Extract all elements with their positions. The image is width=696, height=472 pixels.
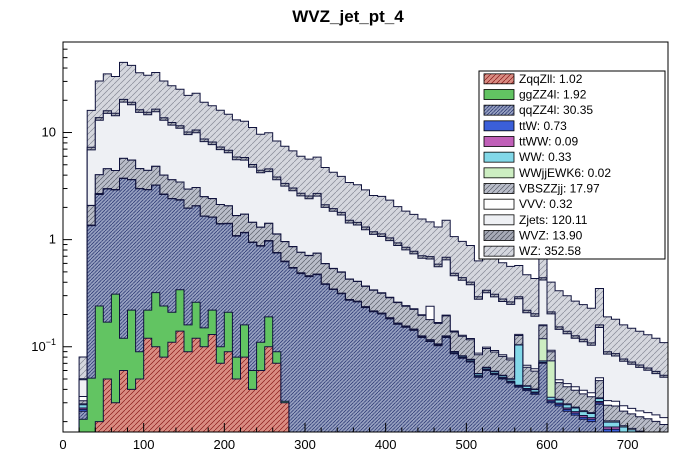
x-tick-label: 500 <box>455 437 477 452</box>
x-tick-label: 300 <box>294 437 316 452</box>
legend-label-ZqqZll: ZqqZll: 1.02 <box>519 72 583 86</box>
legend-swatch-VBSZZjj <box>483 183 515 194</box>
legend-swatch-ttW <box>483 120 515 132</box>
axis-labels: 0 100 200 300 400 500 600 700 10−1 1 10 <box>31 125 638 452</box>
legend-box <box>478 70 666 260</box>
x-tick-label: 0 <box>59 437 66 452</box>
x-tick-label: 200 <box>213 437 235 452</box>
x-tick-label: 100 <box>133 437 155 452</box>
legend-label-ttW: ttW: 0.73 <box>519 119 567 133</box>
legend-label-VVV: VVV: 0.32 <box>519 197 573 211</box>
y-tick-label: 10−1 <box>31 337 56 354</box>
y-tick-label: 10 <box>42 125 56 140</box>
legend-swatch-WVZ <box>483 230 515 241</box>
legend-swatch-Zjets <box>483 214 515 226</box>
plot-frame <box>62 41 669 433</box>
legend-label-WZ: WZ: 352.58 <box>519 244 581 258</box>
x-tick-label: 600 <box>536 437 558 452</box>
legend-label-WWjjEWK6: WWjjEWK6: 0.02 <box>519 166 611 180</box>
legend-swatch-ZqqZll <box>483 73 515 85</box>
legend-swatch-WZ <box>483 245 515 257</box>
legend-label-WW: WW: 0.33 <box>519 150 572 164</box>
legend-label-ggZZ4l: ggZZ4l: 1.92 <box>519 88 587 102</box>
x-tick-label: 700 <box>617 437 639 452</box>
axis-ticks <box>62 48 661 432</box>
chart-title: WVZ_jet_pt_4 <box>292 7 404 26</box>
legend-swatch-qqZZ4l <box>483 104 515 116</box>
legend-swatch-ttWW <box>483 136 515 147</box>
legend-label-WVZ: WVZ: 13.90 <box>519 229 583 243</box>
legend-swatch-WWjjEWK6 <box>483 167 515 179</box>
legend-swatch-VVV <box>483 198 515 210</box>
legend-label-Zjets: Zjets: 120.11 <box>519 213 588 227</box>
x-tick-label: 400 <box>375 437 397 452</box>
legend-swatch-ggZZ4l <box>483 89 515 100</box>
stack-area-ZqqZll <box>94 330 290 432</box>
legend-swatch-WW <box>483 151 515 163</box>
legend-label-VBSZZjj: VBSZZjj: 17.97 <box>519 182 600 196</box>
y-tick-label: 1 <box>49 232 56 247</box>
legend-label-qqZZ4l: qqZZ4l: 30.35 <box>519 103 593 117</box>
legend-label-ttWW: ttWW: 0.09 <box>519 135 578 149</box>
stack-areas <box>78 61 668 432</box>
